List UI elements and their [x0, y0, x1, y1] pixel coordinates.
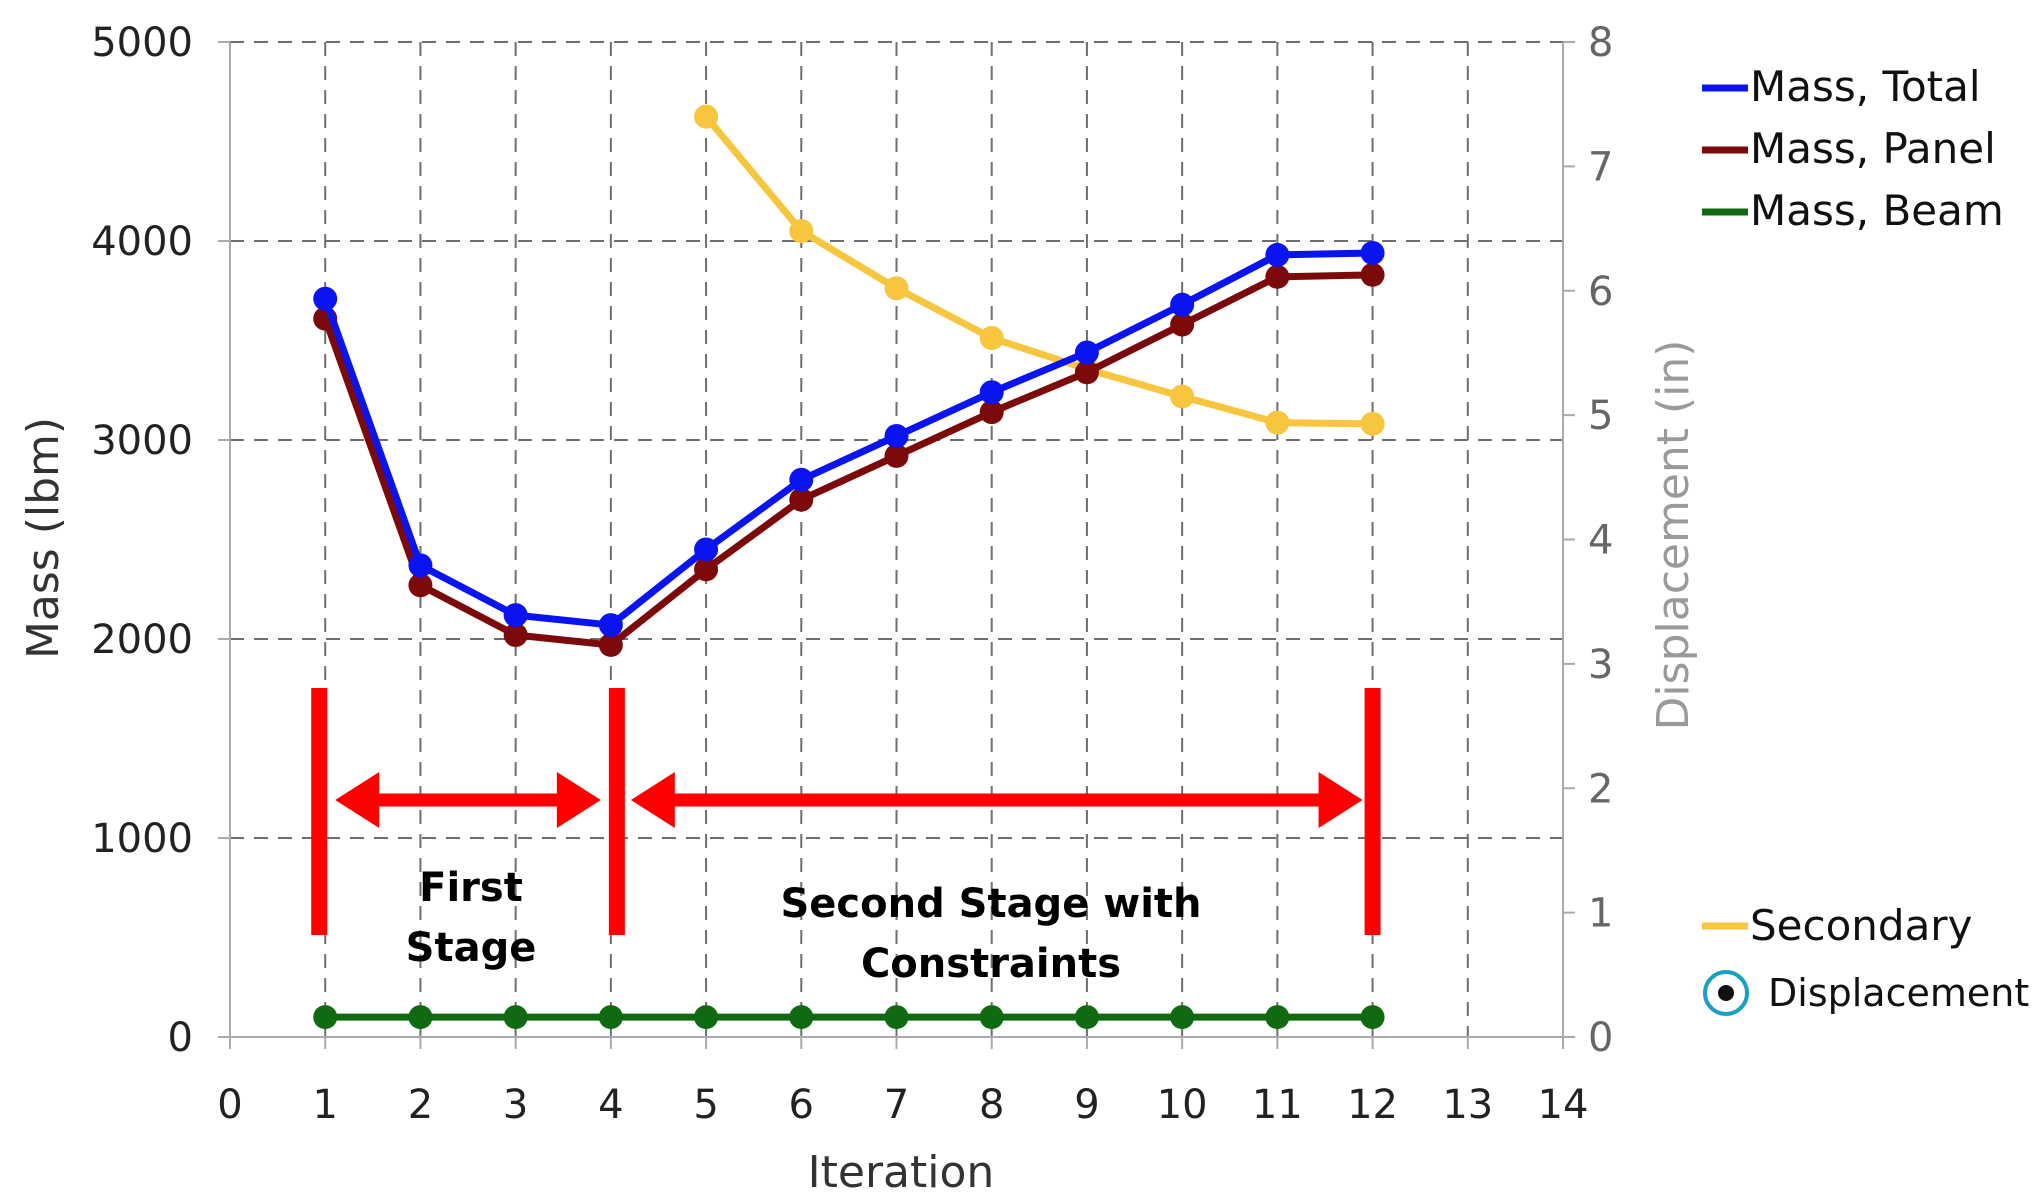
data-point-mass-panel — [408, 573, 433, 598]
legend-label-mass-panel: Mass, Panel — [1750, 124, 1996, 173]
axes: 0 1 2 3 4 5 6 7 8 9 10 11 12 13 1401000200030004000500… — [91, 20, 1613, 1128]
data-point-mass-beam — [1170, 1005, 1195, 1030]
legend-label-mass-total: Mass, Total — [1750, 62, 1981, 111]
x-tick-label: 9 — [1074, 1082, 1099, 1128]
data-point-mass-beam — [979, 1005, 1004, 1030]
y-tick-label: 5000 — [91, 20, 193, 66]
data-point-mass-total — [313, 286, 338, 311]
data-point-mass-beam — [503, 1005, 528, 1030]
y-tick-label: 3000 — [91, 418, 193, 464]
data-point-displacement — [1170, 384, 1195, 409]
y2-tick-label: 7 — [1588, 144, 1613, 190]
data-point-mass-total — [408, 553, 433, 578]
data-point-mass-total — [1074, 340, 1099, 365]
data-point-mass-beam — [313, 1005, 338, 1030]
x-tick-label: 3 — [503, 1082, 528, 1128]
data-point-displacement — [789, 219, 814, 244]
y2-tick-label: 3 — [1588, 642, 1613, 688]
data-point-mass-panel — [1265, 264, 1290, 289]
data-point-mass-beam — [1360, 1005, 1385, 1030]
stage1-arrow-head-left — [335, 772, 380, 828]
x-tick-label: 10 — [1157, 1082, 1208, 1128]
data-point-mass-panel — [884, 443, 909, 468]
data-point-mass-beam — [694, 1005, 719, 1030]
data-point-mass-beam — [598, 1005, 623, 1030]
y2-tick-label: 4 — [1588, 518, 1613, 564]
data-point-mass-panel — [503, 623, 528, 648]
x-tick-label: 11 — [1252, 1082, 1303, 1128]
y2-tick-label: 1 — [1588, 891, 1613, 937]
annotations — [311, 688, 1381, 935]
y2-tick-label: 8 — [1588, 20, 1613, 66]
y2-tick-label: 0 — [1588, 1015, 1613, 1061]
y-tick-label: 1000 — [91, 816, 193, 862]
data-point-mass-beam — [1265, 1005, 1290, 1030]
data-point-mass-beam — [1074, 1005, 1099, 1030]
stage2-arrow-head-left — [630, 772, 675, 828]
stage1-label-line1: First — [419, 865, 523, 911]
data-point-mass-panel — [1074, 360, 1099, 385]
data-point-displacement — [1265, 410, 1290, 435]
stage2-label-line1: Second Stage with — [780, 881, 1201, 927]
data-point-mass-total — [503, 603, 528, 628]
data-point-mass-beam — [884, 1005, 909, 1030]
x-tick-label: 4 — [598, 1082, 623, 1128]
y-tick-label: 0 — [168, 1015, 193, 1061]
stage1-label-line2: Stage — [406, 925, 537, 971]
data-point-mass-panel — [789, 487, 814, 512]
data-point-mass-panel — [979, 400, 1004, 425]
data-point-mass-total — [789, 467, 814, 492]
data-point-displacement — [979, 326, 1004, 351]
x-tick-label: 7 — [884, 1082, 909, 1128]
data-point-mass-total — [598, 613, 623, 638]
data-point-displacement — [1360, 411, 1385, 436]
data-point-mass-panel — [598, 632, 623, 657]
y-tick-label: 2000 — [91, 617, 193, 663]
y2-tick-label: 6 — [1588, 269, 1613, 315]
x-tick-label: 8 — [979, 1082, 1004, 1128]
data-point-mass-beam — [789, 1005, 814, 1030]
x-tick-label: 6 — [789, 1082, 814, 1128]
series-line-displacement — [703, 114, 1373, 428]
data-point-displacement — [694, 104, 719, 129]
x-tick-label: 1 — [312, 1082, 337, 1128]
series — [313, 104, 1385, 1030]
x-tick-label: 14 — [1538, 1082, 1589, 1128]
legend-label-mass-beam: Mass, Beam — [1750, 186, 2004, 235]
x-tick-label: 12 — [1347, 1082, 1398, 1128]
x-tick-label: 0 — [217, 1082, 242, 1128]
stage2-arrow-head-right — [1318, 772, 1363, 828]
data-point-mass-panel — [1170, 312, 1195, 337]
series-line-mass-panel — [321, 271, 1373, 649]
legend — [1702, 84, 1749, 1016]
data-point-mass-total — [1265, 242, 1290, 267]
legend-marker-dot — [1718, 985, 1734, 1001]
legend-label-displacement: Displacement — [1768, 971, 2029, 1015]
y-axis-title: Mass (lbm) — [18, 417, 69, 659]
y2-axis-title: Displacement (in) — [1648, 340, 1699, 731]
stage2-label-line2: Constraints — [861, 941, 1121, 987]
series-line-mass-total — [321, 249, 1373, 629]
data-point-mass-total — [979, 380, 1004, 405]
y2-tick-label: 5 — [1588, 393, 1613, 439]
data-point-mass-panel — [1360, 262, 1385, 287]
y-tick-label: 4000 — [91, 219, 193, 265]
y2-tick-label: 2 — [1588, 766, 1613, 812]
x-tick-label: 5 — [693, 1082, 718, 1128]
x-axis-title: Iteration — [808, 1147, 995, 1198]
data-point-mass-total — [1360, 240, 1385, 265]
data-point-displacement — [884, 276, 909, 301]
data-point-mass-beam — [408, 1005, 433, 1030]
x-tick-label: 2 — [408, 1082, 433, 1128]
stage1-arrow-head-right — [556, 772, 601, 828]
legend-label-secondary: Secondary — [1750, 901, 1972, 950]
data-point-mass-total — [694, 537, 719, 562]
data-point-mass-total — [884, 424, 909, 449]
x-tick-label: 13 — [1442, 1082, 1493, 1128]
data-point-mass-total — [1170, 292, 1195, 317]
data-point-mass-panel — [694, 557, 719, 582]
